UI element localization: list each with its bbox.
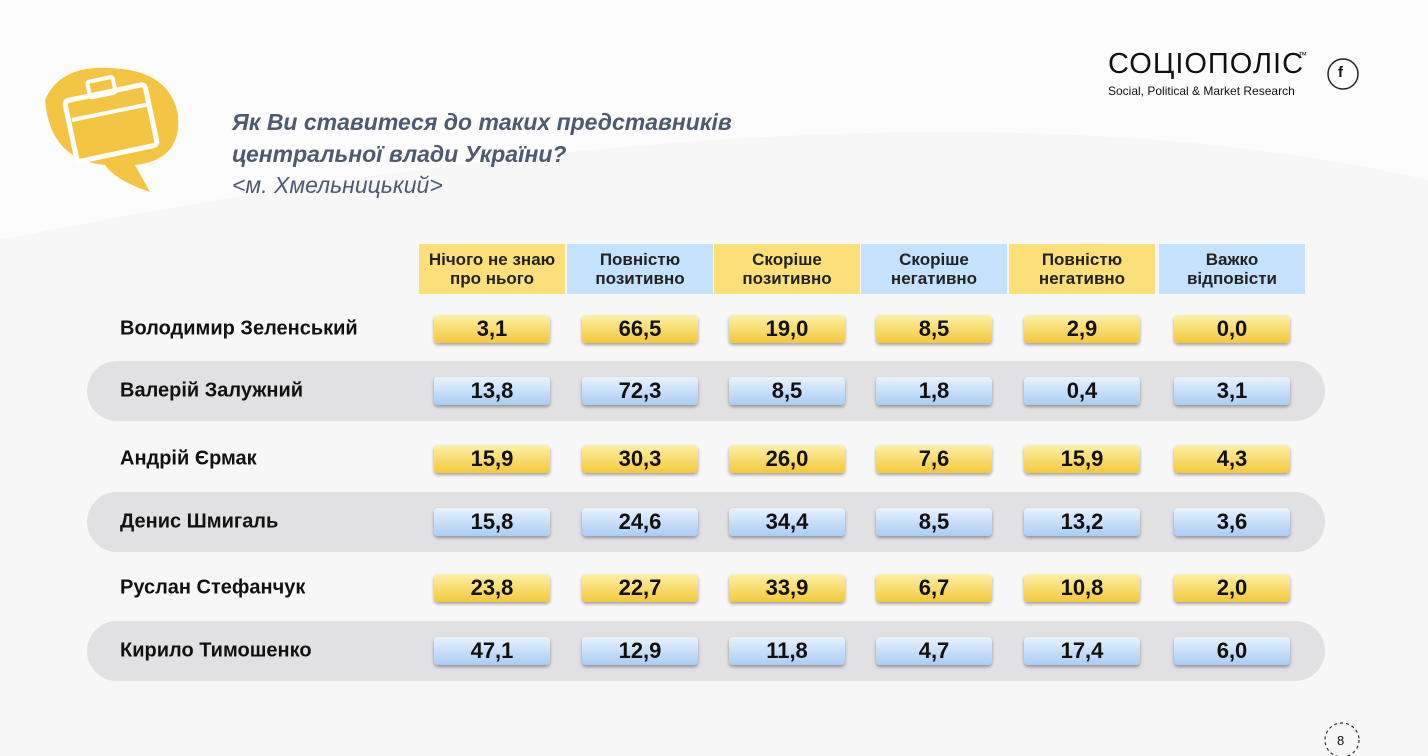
cell-value: 26,0 — [729, 445, 845, 473]
cell-value: 3,1 — [1174, 377, 1290, 405]
cell-value: 6,7 — [876, 574, 992, 602]
cell-value: 19,0 — [729, 315, 845, 343]
column-header: Повністю позитивно — [567, 244, 713, 294]
cell-value: 13,2 — [1024, 508, 1140, 536]
cell-value: 7,6 — [876, 445, 992, 473]
cell-value: 30,3 — [582, 445, 698, 473]
cell-value: 66,5 — [582, 315, 698, 343]
header-line: Нічого не знаю — [428, 250, 556, 269]
cell-value: 15,9 — [434, 445, 550, 473]
cell-value: 1,8 — [876, 377, 992, 405]
cell-value: 34,4 — [729, 508, 845, 536]
social-icon[interactable]: f — [1338, 64, 1343, 81]
column-header: Скоріше негативно — [861, 244, 1007, 294]
cell-value: 33,9 — [729, 574, 845, 602]
page-number: 8 — [1337, 733, 1345, 748]
tagline: Social, Political & Market Research — [1108, 84, 1295, 98]
cell-value: 24,6 — [582, 508, 698, 536]
header-line: негативно — [1038, 269, 1126, 288]
header-line: негативно — [890, 269, 978, 288]
row-name: Валерій Залужний — [120, 379, 304, 402]
header-line: позитивно — [742, 269, 832, 288]
cell-value: 3,6 — [1174, 508, 1290, 536]
header-line: позитивно — [595, 269, 685, 288]
cell-value: 8,5 — [876, 315, 992, 343]
header-line: Скоріше — [899, 250, 969, 269]
row-name: Денис Шмигаль — [120, 510, 279, 533]
cell-value: 12,9 — [582, 637, 698, 665]
header-line: про нього — [449, 269, 535, 288]
title-line: Як Ви ставитеся до таких представників — [232, 109, 732, 135]
cell-value: 2,9 — [1024, 315, 1140, 343]
cell-value: 17,4 — [1024, 637, 1140, 665]
cell-value: 15,9 — [1024, 445, 1140, 473]
cell-value: 23,8 — [434, 574, 550, 602]
cell-value: 47,1 — [434, 637, 550, 665]
header-line: Важко — [1205, 250, 1259, 269]
header-line: Повністю — [599, 250, 681, 269]
cell-value: 13,8 — [434, 377, 550, 405]
cell-value: 6,0 — [1174, 637, 1290, 665]
cell-value: 11,8 — [729, 637, 845, 665]
title-line: центральної влади України? — [232, 141, 567, 167]
header-line: Скоріше — [752, 250, 822, 269]
header-line: відповісти — [1186, 269, 1278, 288]
column-header: Повністю негативно — [1009, 244, 1155, 294]
cell-value: 3,1 — [434, 315, 550, 343]
row-name: Андрій Єрмак — [120, 447, 257, 470]
column-header: Нічого не знаю про нього — [419, 244, 565, 294]
cell-value: 0,4 — [1024, 377, 1140, 405]
column-header: Важко відповісти — [1159, 244, 1305, 294]
cell-value: 8,5 — [729, 377, 845, 405]
row-name: Руслан Стефанчук — [120, 576, 306, 599]
cell-value: 72,3 — [582, 377, 698, 405]
row-name: Володимир Зеленський — [120, 317, 358, 340]
row-name: Кирило Тимошенко — [120, 639, 312, 662]
cell-value: 15,8 — [434, 508, 550, 536]
cell-value: 4,3 — [1174, 445, 1290, 473]
cell-value: 8,5 — [876, 508, 992, 536]
cell-value: 10,8 — [1024, 574, 1140, 602]
cell-value: 4,7 — [876, 637, 992, 665]
header-line: Повністю — [1041, 250, 1123, 269]
title: Як Ви ставитеся до таких представників це… — [232, 106, 732, 170]
logo-mark: ™ — [1298, 50, 1307, 60]
logo: СОЦІОПОЛІС — [1108, 48, 1305, 80]
subtitle: <м. Хмельницький> — [232, 172, 443, 198]
cell-value: 0,0 — [1174, 315, 1290, 343]
cell-value: 2,0 — [1174, 574, 1290, 602]
column-header: Скоріше позитивно — [714, 244, 860, 294]
cell-value: 22,7 — [582, 574, 698, 602]
